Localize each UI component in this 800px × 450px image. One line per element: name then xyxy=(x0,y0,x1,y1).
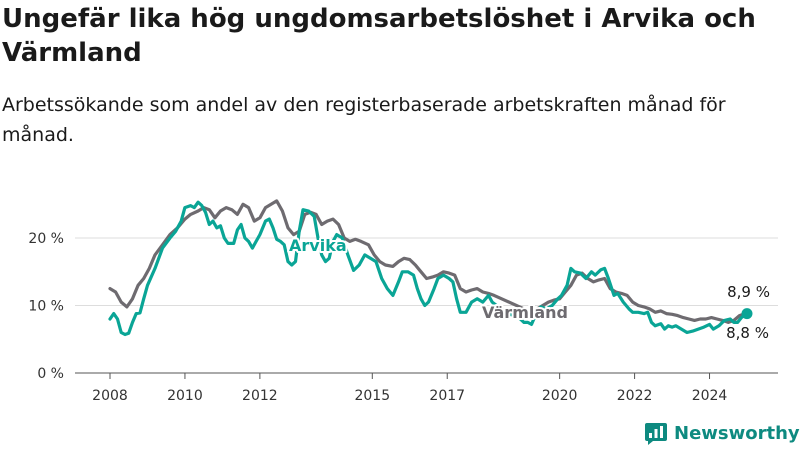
y-tick-label: 10 % xyxy=(28,299,64,315)
series-line-arvika xyxy=(108,200,749,337)
chart-subtitle: Arbetssökande som andel av den registerb… xyxy=(2,94,726,146)
series-line-värmland xyxy=(108,199,749,324)
series-lines xyxy=(108,199,753,337)
y-axis-ticks: 0 % 10 % 20 % xyxy=(28,231,64,382)
y-tick-label: 0 % xyxy=(37,366,64,382)
varmland-end-value-halo: 8,9 % xyxy=(727,283,770,301)
chart-title: Ungefär lika hög ungdomsarbetslöshet i A… xyxy=(2,4,756,68)
x-tick-label: 2017 xyxy=(429,388,465,404)
bar-chart-logo-icon xyxy=(645,423,667,445)
varmland-label: Värmland xyxy=(482,303,568,322)
arvika-end-value-halo: 8,8 % xyxy=(726,324,769,342)
x-tick-label: 2008 xyxy=(92,388,128,404)
varmland-label-halo: Värmland xyxy=(482,303,568,322)
varmland-end-value: 8,9 % xyxy=(727,283,770,301)
newsworthy-logo: Newsworthy xyxy=(644,421,800,445)
x-tick-label: 2015 xyxy=(354,388,390,404)
arvika-label-halo: Arvika xyxy=(289,236,347,255)
x-axis-ticks: 2008 2010 2012 2015 2017 2020 2022 2024 xyxy=(92,373,727,404)
arvika-end-value: 8,8 % xyxy=(726,324,769,342)
x-tick-label: 2022 xyxy=(617,388,653,404)
x-tick-label: 2010 xyxy=(167,388,203,404)
brand-name: Newsworthy xyxy=(674,422,800,444)
x-tick-label: 2024 xyxy=(692,388,728,404)
arvika-label: Arvika xyxy=(289,236,347,255)
x-tick-label: 2012 xyxy=(242,388,278,404)
x-tick-label: 2020 xyxy=(542,388,578,404)
arvika-end-point xyxy=(741,308,753,320)
y-tick-label: 20 % xyxy=(28,231,64,247)
